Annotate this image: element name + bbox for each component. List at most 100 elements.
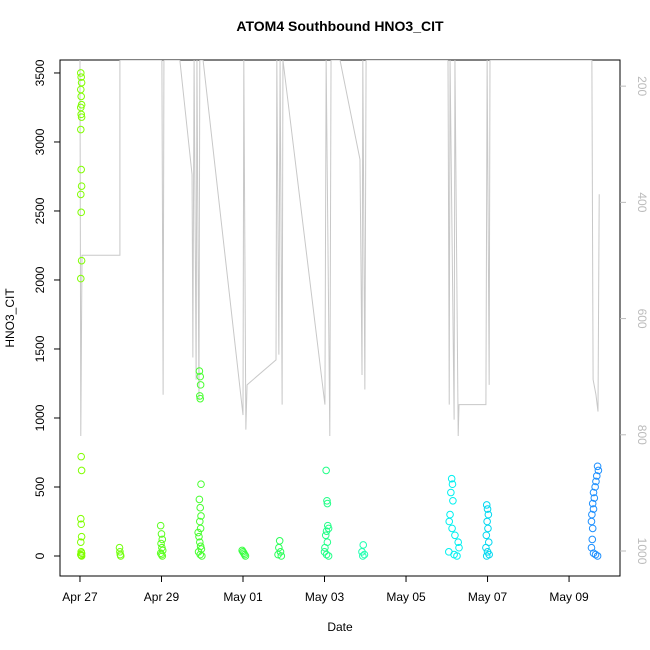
data-point — [590, 494, 599, 502]
x-tick-label: Apr 27 — [62, 590, 98, 604]
data-point — [322, 550, 331, 559]
data-point — [588, 535, 597, 544]
data-point — [196, 372, 205, 381]
x-axis-label: Date — [327, 620, 353, 634]
data-point — [77, 532, 86, 541]
data-point — [588, 499, 597, 508]
x-tick-label: Apr 29 — [144, 590, 180, 604]
data-point — [448, 524, 456, 533]
data-point — [594, 466, 603, 475]
data-point — [77, 92, 85, 101]
data-point — [76, 69, 85, 77]
data-point — [157, 539, 165, 548]
y2-tick-label: 200 — [635, 76, 649, 96]
data-point — [323, 499, 332, 508]
data-point — [324, 552, 333, 560]
plot-frame — [59, 59, 621, 577]
data-point — [196, 394, 205, 403]
data-point — [76, 85, 85, 94]
data-point — [482, 543, 490, 552]
data-point — [77, 256, 86, 265]
data-point — [447, 488, 455, 497]
data-point — [197, 480, 205, 489]
data-point — [277, 552, 286, 560]
data-point — [198, 552, 206, 560]
data-point — [275, 543, 283, 552]
y-tick-label: 500 — [33, 477, 47, 497]
data-point — [77, 452, 85, 461]
data-point — [588, 524, 597, 533]
data-point — [196, 503, 205, 512]
y2-tick-label: 1000 — [635, 538, 649, 565]
data-point — [591, 483, 599, 491]
data-point — [449, 496, 457, 505]
chart-title: ATOM4 Southbound HNO3_CIT — [236, 18, 444, 34]
data-point — [483, 517, 491, 526]
data-point — [453, 552, 461, 560]
data-point — [275, 537, 284, 545]
data-point — [241, 552, 250, 560]
data-point — [592, 472, 601, 480]
plot-area — [76, 60, 603, 560]
x-tick-label: May 03 — [305, 590, 345, 604]
data-point — [77, 110, 85, 119]
data-point — [157, 530, 166, 538]
data-point — [76, 190, 85, 199]
data-point — [158, 535, 167, 544]
data-point — [195, 532, 203, 541]
data-point — [77, 520, 85, 529]
x-tick-label: May 05 — [386, 590, 426, 604]
y-tick-label: 1000 — [33, 404, 47, 431]
data-point — [76, 514, 85, 523]
data-point — [359, 552, 367, 560]
data-point — [322, 466, 330, 475]
data-point — [77, 208, 85, 217]
data-point — [196, 524, 205, 533]
data-point — [195, 495, 204, 504]
data-point — [483, 505, 492, 513]
data-point — [446, 510, 454, 519]
x-tick-label: May 09 — [549, 590, 589, 604]
data-point — [455, 543, 463, 552]
pressure-line — [79, 60, 600, 436]
data-point — [451, 531, 459, 540]
data-point — [156, 521, 165, 530]
y2-tick-label: 400 — [635, 192, 649, 212]
y-tick-label: 3000 — [33, 128, 47, 155]
data-point — [76, 538, 85, 546]
data-point — [591, 550, 600, 559]
data-point — [76, 274, 85, 283]
data-point — [322, 527, 331, 535]
y-tick-label: 0 — [33, 552, 47, 559]
data-point — [195, 538, 204, 546]
data-point — [77, 552, 86, 560]
data-point — [197, 512, 205, 520]
data-point — [447, 474, 456, 483]
data-point — [482, 531, 491, 540]
data-point — [157, 550, 166, 559]
x-tick-label: May 07 — [468, 590, 508, 604]
data-point — [359, 541, 368, 549]
y-axis-label: HNO3_CIT — [3, 288, 17, 348]
y2-tick-label: 600 — [635, 309, 649, 329]
data-point — [454, 538, 462, 546]
data-point — [587, 517, 596, 526]
data-point — [196, 550, 205, 559]
data-point — [321, 543, 329, 552]
data-point — [76, 125, 85, 134]
data-point — [484, 524, 492, 533]
y-tick-label: 2500 — [33, 197, 47, 224]
data-point — [77, 165, 85, 174]
y2-tick-label: 800 — [635, 425, 649, 445]
data-point — [589, 505, 598, 513]
data-point — [77, 113, 86, 121]
data-point — [482, 552, 491, 560]
data-point — [484, 510, 493, 519]
y-tick-label: 2000 — [33, 266, 47, 293]
data-point — [448, 480, 457, 489]
data-point — [589, 488, 598, 497]
data-point — [323, 496, 331, 505]
data-point — [194, 528, 202, 537]
data-point — [482, 501, 491, 509]
